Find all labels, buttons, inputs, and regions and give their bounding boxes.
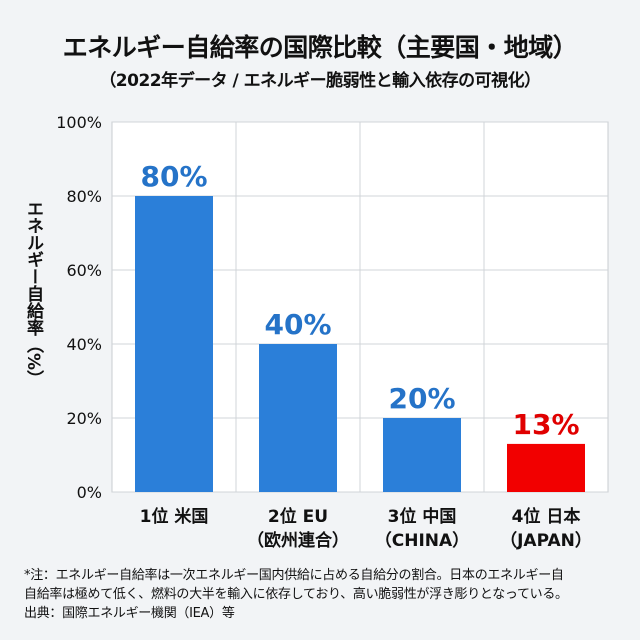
bar xyxy=(383,418,461,492)
y-tick-label: 80% xyxy=(66,187,102,206)
x-tick-label: 1位 米国 xyxy=(140,506,209,527)
note-line: 自給率は極めて低く、燃料の大半を輸入に依存しており、高い脆弱性が浮き彫りとなって… xyxy=(24,587,568,602)
chart-subtitle: （2022年データ / エネルギー脆弱性と輸入依存の可視化） xyxy=(99,71,541,91)
y-tick-label: 40% xyxy=(66,335,102,354)
y-axis-label: エネルギー自給率（%） xyxy=(23,200,43,388)
x-tick-label: 2位 EU xyxy=(268,506,328,527)
bar-chart: 0% 20% 40% 60% 80% 100% 80% 1位 米国 40% 2位 EU （欧州連合）… xyxy=(56,113,609,551)
x-tick-sublabel: （JAPAN） xyxy=(500,530,592,551)
data-label: 40% xyxy=(264,308,331,341)
y-tick-label: 20% xyxy=(66,409,102,428)
x-tick-label: 3位 中国 xyxy=(388,506,457,527)
x-tick-label: 4位 日本 xyxy=(512,506,581,527)
bar xyxy=(135,196,213,492)
bar xyxy=(259,344,337,492)
y-tick-label: 60% xyxy=(66,261,102,280)
y-tick-label: 100% xyxy=(56,113,102,132)
note-line: 出典：国際エネルギー機関（IEA）等 xyxy=(24,606,235,621)
x-tick-sublabel: （CHINA） xyxy=(375,530,469,551)
data-label: 20% xyxy=(388,382,455,415)
y-tick-label: 0% xyxy=(77,483,102,502)
bar xyxy=(507,443,585,492)
data-label: 13% xyxy=(512,408,579,441)
data-label: 80% xyxy=(140,160,207,193)
note-line: *注：エネルギー自給率は一次エネルギー国内供給に占める自給分の割合。日本のエネル… xyxy=(24,568,564,583)
chart-title: エネルギー自給率の国際比較（主要国・地域） xyxy=(62,33,578,62)
x-tick-sublabel: （欧州連合） xyxy=(247,530,349,551)
footnote: *注：エネルギー自給率は一次エネルギー国内供給に占める自給分の割合。日本のエネル… xyxy=(24,566,624,623)
